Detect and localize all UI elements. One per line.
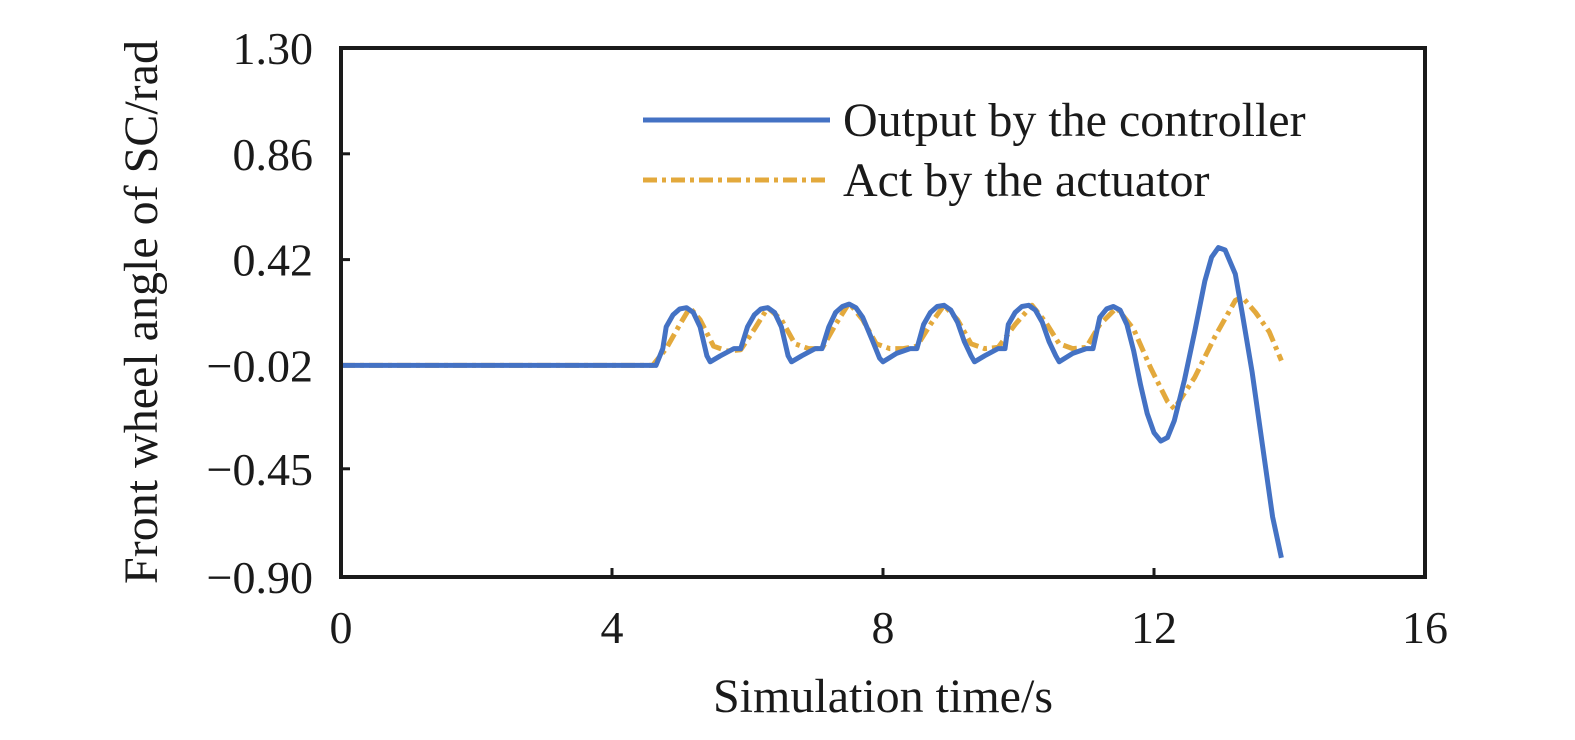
y-tick-label-5: −0.90 bbox=[207, 552, 313, 603]
y-tick-label-0: 1.30 bbox=[233, 23, 314, 74]
x-tick-label-12: 12 bbox=[1131, 602, 1177, 653]
series-line-output-by-the-controller bbox=[341, 245, 1284, 559]
x-tick-label-16: 16 bbox=[1402, 602, 1448, 653]
y-axis-title: Front wheel angle of SC/rad bbox=[115, 40, 168, 584]
ticks-layer: 0 4 8 12 16 1.30 0.86 0.42 −0.02 −0.45 −0.90 bbox=[207, 23, 1448, 653]
legend: Output by the controller Act by the actu… bbox=[643, 94, 1306, 207]
x-tick-label-8: 8 bbox=[872, 602, 895, 653]
x-tick-label-0: 0 bbox=[330, 602, 353, 653]
y-tick-label-2: 0.42 bbox=[233, 235, 314, 286]
legend-label-act-by-the-actuator: Act by the actuator bbox=[843, 154, 1210, 207]
legend-label-output-by-the-controller: Output by the controller bbox=[843, 94, 1306, 147]
y-tick-label-4: −0.45 bbox=[207, 444, 313, 495]
x-axis-title: Simulation time/s bbox=[713, 670, 1053, 723]
x-tick-label-4: 4 bbox=[601, 602, 624, 653]
y-tick-label-1: 0.86 bbox=[233, 129, 314, 180]
series-layer bbox=[341, 245, 1284, 559]
plot-frame bbox=[339, 46, 1427, 579]
y-tick-label-3: −0.02 bbox=[207, 340, 313, 391]
